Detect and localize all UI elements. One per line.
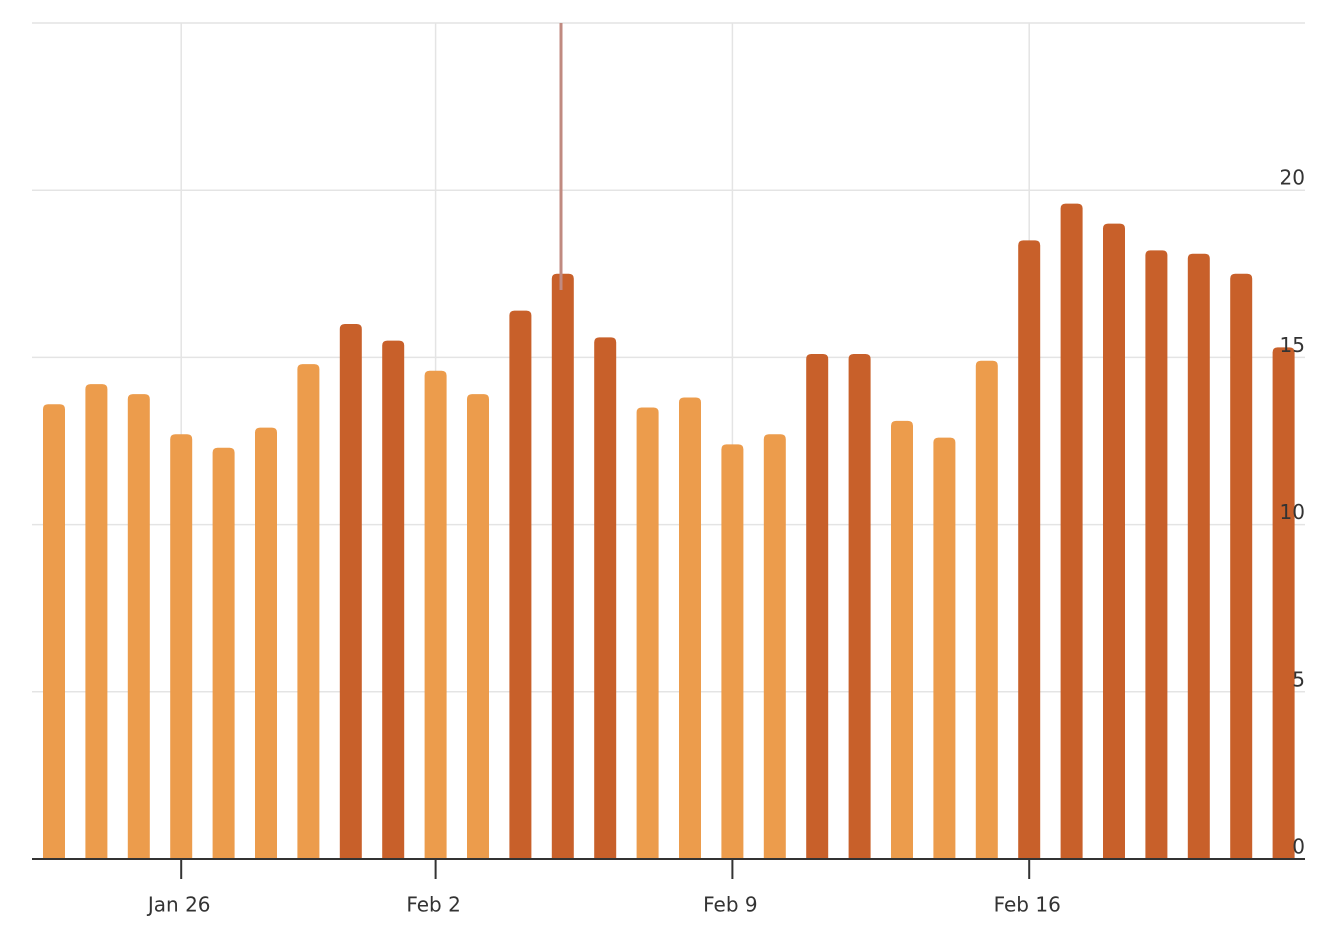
bar <box>339 323 362 860</box>
bar <box>424 370 447 859</box>
x-tick-label: Jan 26 <box>146 893 211 917</box>
bar <box>636 407 659 859</box>
x-tick-label: Feb 9 <box>703 893 758 917</box>
bar-layer <box>43 203 1295 860</box>
bar <box>85 384 108 859</box>
bar <box>382 340 405 859</box>
bar <box>806 354 829 859</box>
y-tick-label: 15 <box>1280 333 1305 357</box>
bar <box>721 444 744 859</box>
axis-layer: 0 5 10 15 20 Jan 26 Feb 2 Feb 9 Feb 16 <box>32 166 1305 917</box>
bar <box>255 427 277 859</box>
bar <box>1230 273 1253 859</box>
bar <box>509 310 532 860</box>
bar <box>1018 240 1041 860</box>
bar <box>975 360 998 859</box>
bar <box>43 404 65 859</box>
bar <box>212 447 235 859</box>
bar <box>467 394 489 859</box>
bar <box>679 397 701 859</box>
bar <box>551 273 574 859</box>
bar <box>1272 347 1295 859</box>
bar <box>933 437 956 859</box>
bar <box>297 364 320 859</box>
bar <box>127 394 150 859</box>
bar <box>1103 223 1125 859</box>
y-tick-label: 0 <box>1292 835 1305 859</box>
bar <box>891 420 913 859</box>
y-tick-label: 5 <box>1292 667 1305 691</box>
bar <box>594 337 617 859</box>
y-tick-label: 10 <box>1280 500 1305 524</box>
y-tick-label: 20 <box>1280 166 1305 190</box>
bar <box>848 354 871 859</box>
bar <box>1060 203 1083 860</box>
bar <box>1187 253 1210 860</box>
bar <box>1145 250 1168 860</box>
bar <box>170 434 193 859</box>
x-tick-label: Feb 2 <box>406 893 461 917</box>
bar <box>763 434 786 859</box>
x-tick-label: Feb 16 <box>994 893 1061 917</box>
